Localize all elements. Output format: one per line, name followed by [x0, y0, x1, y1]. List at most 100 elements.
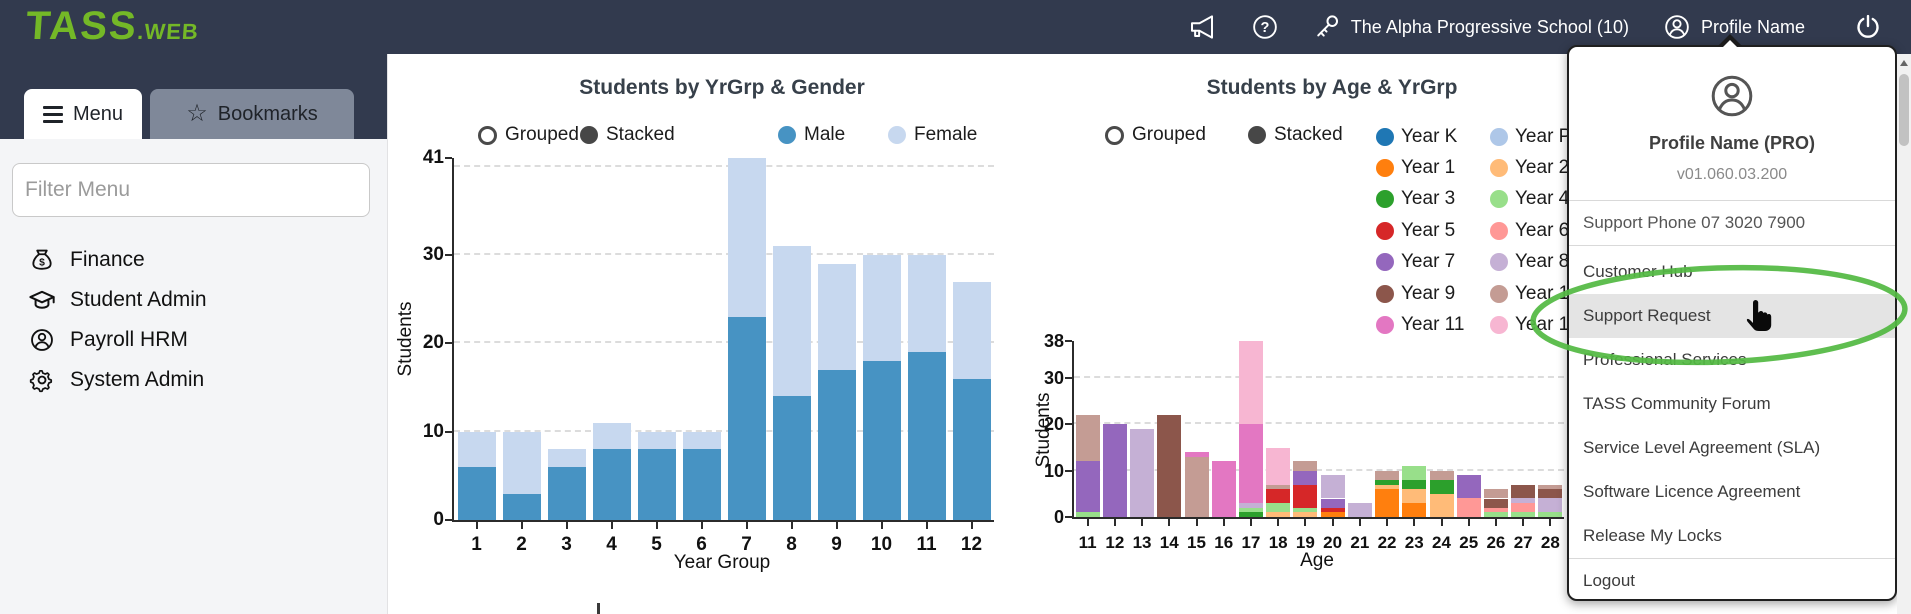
menu-item-customer-hub[interactable]: Customer Hub — [1583, 262, 1693, 281]
legend-dot — [1490, 127, 1508, 146]
profile-menu-trigger[interactable]: Profile Name — [1663, 13, 1805, 41]
bar-segment — [682, 449, 721, 520]
menu-item-logout[interactable]: Logout — [1583, 571, 1635, 590]
power-icon[interactable] — [1853, 12, 1883, 42]
bar-segment — [592, 449, 631, 520]
tass-web-logo[interactable]: TASS .web — [24, 4, 200, 49]
mode-label: Grouped — [505, 124, 579, 145]
x-tick-label: 13 — [1132, 533, 1152, 552]
x-tick-mark — [1113, 519, 1116, 526]
bar-segment — [1375, 479, 1400, 485]
bar-segment — [1320, 475, 1345, 499]
bar-segment — [1538, 512, 1563, 517]
x-tick-mark — [1494, 519, 1497, 526]
bar-segment — [457, 431, 496, 468]
chart2-mode-stacked[interactable]: Stacked — [1248, 124, 1343, 146]
legend-item-year-7[interactable]: Year 7 — [1376, 247, 1490, 278]
legend-item-year-3[interactable]: Year 3 — [1376, 184, 1490, 215]
male-series-dot — [778, 126, 796, 144]
tab-menu[interactable]: Menu — [24, 89, 142, 139]
x-tick-mark — [520, 522, 523, 529]
legend-item-year-5[interactable]: Year 5 — [1376, 215, 1490, 246]
x-tick-label: 6 — [696, 534, 707, 555]
x-tick-label: 8 — [786, 534, 797, 555]
x-tick-label: 7 — [741, 534, 752, 555]
gridline — [454, 429, 994, 432]
legend-item-year-9[interactable]: Year 9 — [1376, 278, 1490, 309]
legend-label: Year 2 — [1515, 157, 1570, 179]
help-icon[interactable]: ? — [1251, 13, 1279, 41]
legend-item-year-11[interactable]: Year 11 — [1376, 309, 1490, 340]
legend-item-year-p[interactable]: Year P — [1490, 121, 1608, 152]
hamburger-icon — [42, 105, 63, 123]
school-selector[interactable]: The Alpha Progressive School (10) — [1313, 13, 1629, 41]
x-tick-mark — [970, 522, 973, 529]
x-tick-mark — [1358, 519, 1361, 526]
chart1-mode-stacked[interactable]: Stacked — [580, 124, 675, 146]
y-tick-label: 10 — [1043, 460, 1064, 481]
mode-label: Grouped — [1132, 124, 1206, 145]
legend-item-year-k[interactable]: Year K — [1376, 121, 1490, 152]
legend-label: Year K — [1401, 125, 1458, 147]
bar-segment — [1238, 341, 1263, 425]
bar-segment — [817, 263, 856, 370]
legend-label: Year 7 — [1401, 251, 1456, 273]
scrollbar-thumb[interactable] — [1899, 74, 1909, 146]
sidebar-item-payroll-hrm[interactable]: Payroll HRM — [0, 320, 387, 360]
bar-segment — [772, 246, 811, 397]
y-tick-mark — [1065, 377, 1072, 380]
bar-segment — [1266, 447, 1291, 485]
filter-menu-input[interactable] — [12, 163, 370, 217]
x-tick-label: 12 — [1105, 533, 1125, 552]
sidebar-item-system-admin[interactable]: System Admin — [0, 360, 387, 400]
bar-segment — [907, 255, 946, 353]
chart1-legend-female[interactable]: Female — [888, 124, 977, 146]
x-tick-mark — [1549, 519, 1552, 526]
tab-bookmarks-label: Bookmarks — [217, 102, 318, 125]
menu-item-service-level-agreement-sla[interactable]: Service Level Agreement (SLA) — [1583, 438, 1821, 457]
scrollbar-up-arrow[interactable] — [1900, 60, 1908, 66]
x-tick-mark — [565, 522, 568, 529]
tab-bookmarks[interactable]: ☆ Bookmarks — [150, 89, 354, 139]
bar-segment — [1211, 461, 1236, 517]
menu-item-support-request[interactable]: Support Request — [1569, 294, 1895, 338]
megaphone-icon[interactable] — [1187, 12, 1217, 42]
chart2-mode-grouped[interactable]: Grouped — [1105, 124, 1206, 146]
legend-item-year-6[interactable]: Year 6 — [1490, 215, 1608, 246]
y-tick-label: 30 — [422, 244, 444, 266]
chart1-title: Students by YrGrp & Gender — [579, 76, 865, 99]
x-tick-mark — [1222, 519, 1225, 526]
bar-segment — [592, 422, 631, 450]
chart1-mode-grouped[interactable]: Grouped — [478, 124, 579, 146]
series-label: Female — [914, 124, 978, 145]
legend-label: Year 1 — [1401, 157, 1456, 179]
chart2-xlabel: Age — [1300, 550, 1334, 571]
bar-segment — [862, 255, 901, 362]
x-tick-label: 11 — [1078, 533, 1097, 552]
menu-item-software-licence-agreement[interactable]: Software Licence Agreement — [1583, 482, 1801, 501]
bar-segment — [1293, 470, 1318, 485]
tab-menu-label: Menu — [72, 102, 124, 125]
legend-item-year-4[interactable]: Year 4 — [1490, 184, 1608, 215]
x-tick-mark — [880, 522, 883, 529]
gridline — [454, 341, 994, 344]
page-scrollbar[interactable] — [1897, 54, 1911, 614]
x-tick-mark — [1467, 519, 1470, 526]
bar-segment — [457, 467, 496, 520]
legend-dot — [1376, 127, 1394, 146]
legend-item-year-1[interactable]: Year 1 — [1376, 152, 1490, 183]
radio-selected-icon — [580, 126, 598, 144]
menu-item-tass-community-forum[interactable]: TASS Community Forum — [1583, 394, 1771, 413]
chart1-legend-male[interactable]: Male — [778, 124, 845, 146]
legend-item-year-2[interactable]: Year 2 — [1490, 152, 1608, 183]
app-version: v01.060.03.200 — [1676, 166, 1788, 183]
sidebar-item-finance[interactable]: $ Finance — [0, 240, 387, 280]
sidebar-item-student-admin[interactable]: Student Admin — [0, 280, 387, 320]
menu-item-release-my-locks[interactable]: Release My Locks — [1583, 526, 1722, 545]
menu-item-professional-services[interactable]: Professional Services — [1583, 350, 1747, 369]
x-tick-label: 2 — [516, 534, 527, 555]
graduation-cap-icon — [28, 286, 56, 314]
bar-segment — [1483, 498, 1508, 508]
profile-dropdown-menu: Profile Name (PRO) v01.060.03.200 Suppor… — [1567, 45, 1897, 601]
x-tick-mark — [700, 522, 703, 529]
